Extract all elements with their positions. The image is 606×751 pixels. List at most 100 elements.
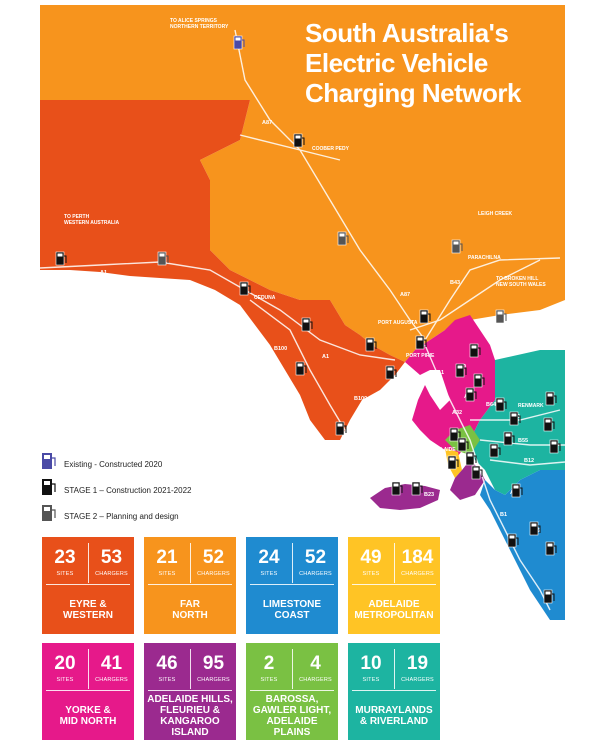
place-parachilna: PARACHILNA bbox=[468, 255, 501, 261]
place-renmark: RENMARK bbox=[518, 403, 544, 409]
road-label: B64 bbox=[486, 402, 497, 408]
divider bbox=[190, 543, 191, 583]
road-label: A1 bbox=[322, 354, 330, 360]
legend-label: Existing - Constructed 2020 bbox=[64, 460, 163, 469]
divider bbox=[352, 584, 436, 585]
stage1-charger-icon bbox=[42, 479, 56, 495]
charger-marker-icon bbox=[335, 421, 347, 436]
region-name: MURRAYLANDS & RIVERLAND bbox=[355, 704, 433, 727]
chargers-count: 52 bbox=[304, 547, 327, 568]
charger-marker-icon bbox=[509, 411, 521, 426]
charger-marker-icon bbox=[489, 443, 501, 458]
divider bbox=[250, 690, 334, 691]
region-tile: 46 95 SITES CHARGERS ADELAIDE HILLS, FLEURIE… bbox=[144, 643, 236, 740]
chargers-count: 95 bbox=[202, 653, 225, 674]
charger-marker-icon bbox=[465, 451, 477, 466]
charger-marker-icon bbox=[473, 373, 485, 388]
region-name: ADELAIDE METROPOLITAN bbox=[354, 598, 434, 621]
page-title: South Australia's Electric Vehicle Charg… bbox=[305, 18, 521, 108]
existing-charger-icon bbox=[42, 453, 56, 469]
charger-marker-icon bbox=[545, 391, 557, 406]
road-label: A1 bbox=[437, 370, 445, 376]
chargers-label: CHARGERS bbox=[95, 677, 128, 683]
charger-marker-icon bbox=[365, 337, 377, 352]
charger-marker-icon bbox=[337, 231, 349, 246]
chargers-label: CHARGERS bbox=[401, 677, 434, 683]
charger-marker-icon bbox=[451, 239, 463, 254]
place-ceduna: CEDUNA bbox=[254, 295, 276, 301]
road-label: A32 bbox=[452, 410, 463, 416]
divider bbox=[46, 584, 130, 585]
legend-item-stage2: STAGE 2 – Planning and design bbox=[42, 504, 252, 530]
charger-marker-icon bbox=[507, 533, 519, 548]
sites-label: SITES bbox=[56, 677, 74, 683]
divider bbox=[394, 649, 395, 689]
chargers-label: CHARGERS bbox=[197, 677, 230, 683]
road-label: B23 bbox=[424, 492, 435, 498]
charger-marker-icon bbox=[545, 541, 557, 556]
region-tile: 49 184 SITES CHARGERS ADELAIDE METROPOLITAN bbox=[348, 537, 440, 634]
region-name: EYRE & WESTERN bbox=[63, 598, 113, 621]
charger-marker-icon bbox=[157, 251, 169, 266]
place-port-augusta: PORT AUGUSTA bbox=[378, 320, 418, 326]
place-broken-hill: TO BROKEN HILL NEW SOUTH WALES bbox=[496, 276, 546, 288]
sites-count: 21 bbox=[156, 547, 178, 568]
chargers-label: CHARGERS bbox=[197, 571, 230, 577]
charger-marker-icon bbox=[295, 361, 307, 376]
sites-label: SITES bbox=[260, 571, 278, 577]
place-alice-springs: TO ALICE SPRINGS NORTHERN TERRITORY bbox=[170, 18, 229, 30]
legend-label: STAGE 2 – Planning and design bbox=[64, 512, 179, 521]
sites-label: SITES bbox=[158, 677, 176, 683]
region-tile: 10 19 SITES CHARGERS MURRAYLANDS & RIVERLAND bbox=[348, 643, 440, 740]
sites-count: 2 bbox=[263, 653, 275, 674]
road-network bbox=[39, 29, 566, 611]
region-tile: 20 41 SITES CHARGERS YORKE & MID NORTH bbox=[42, 643, 134, 740]
charger-marker-icon bbox=[301, 317, 313, 332]
sites-count: 10 bbox=[360, 653, 382, 674]
road-label: B1 bbox=[500, 512, 508, 518]
charger-marker-icon bbox=[293, 133, 305, 148]
place-coober-pedy: COOBER PEDY bbox=[312, 146, 349, 152]
sites-label: SITES bbox=[56, 571, 74, 577]
charger-marker-icon bbox=[503, 431, 515, 446]
region-limestone-coast bbox=[480, 470, 565, 620]
charger-marker-icon bbox=[543, 589, 555, 604]
divider bbox=[190, 649, 191, 689]
chargers-count: 19 bbox=[406, 653, 429, 674]
charger-marker-icon bbox=[449, 427, 461, 442]
legend: Existing - Constructed 2020 STAGE 1 – Co… bbox=[42, 452, 252, 530]
divider bbox=[292, 543, 293, 583]
place-western-australia: TO PERTH WESTERN AUSTRALIA bbox=[64, 214, 120, 226]
divider bbox=[148, 584, 232, 585]
divider bbox=[250, 584, 334, 585]
divider bbox=[88, 649, 89, 689]
chargers-label: CHARGERS bbox=[95, 571, 128, 577]
chargers-label: CHARGERS bbox=[299, 677, 332, 683]
sites-label: SITES bbox=[158, 571, 176, 577]
region-name: ADELAIDE HILLS, FLEURIEU & KANGAROO ISLA… bbox=[147, 693, 233, 738]
divider bbox=[88, 543, 89, 583]
charger-marker-icon bbox=[469, 343, 481, 358]
region-tile: 2 4 SITES CHARGERS BAROSSA, GAWLER LIGHT, AD… bbox=[246, 643, 338, 740]
charger-marker-icon bbox=[529, 521, 541, 536]
charger-marker-icon bbox=[455, 363, 467, 378]
sites-label: SITES bbox=[260, 677, 278, 683]
sites-count: 24 bbox=[258, 547, 280, 568]
sites-label: SITES bbox=[362, 571, 380, 577]
charger-marker-icon bbox=[233, 35, 245, 50]
road-label: B43 bbox=[450, 280, 461, 286]
sites-count: 49 bbox=[360, 547, 382, 568]
region-tile: 23 53 SITES CHARGERS EYRE & WESTERN bbox=[42, 537, 134, 634]
charger-marker-icon bbox=[471, 465, 483, 480]
region-eyre-western bbox=[40, 100, 405, 440]
charger-marker-icon bbox=[55, 251, 67, 266]
charger-marker-icon bbox=[391, 481, 403, 496]
region-tile: 24 52 SITES CHARGERS LIMESTONE COAST bbox=[246, 537, 338, 634]
sites-label: SITES bbox=[362, 677, 380, 683]
charger-marker-icon bbox=[447, 455, 459, 470]
chargers-label: CHARGERS bbox=[299, 571, 332, 577]
divider bbox=[148, 690, 232, 691]
